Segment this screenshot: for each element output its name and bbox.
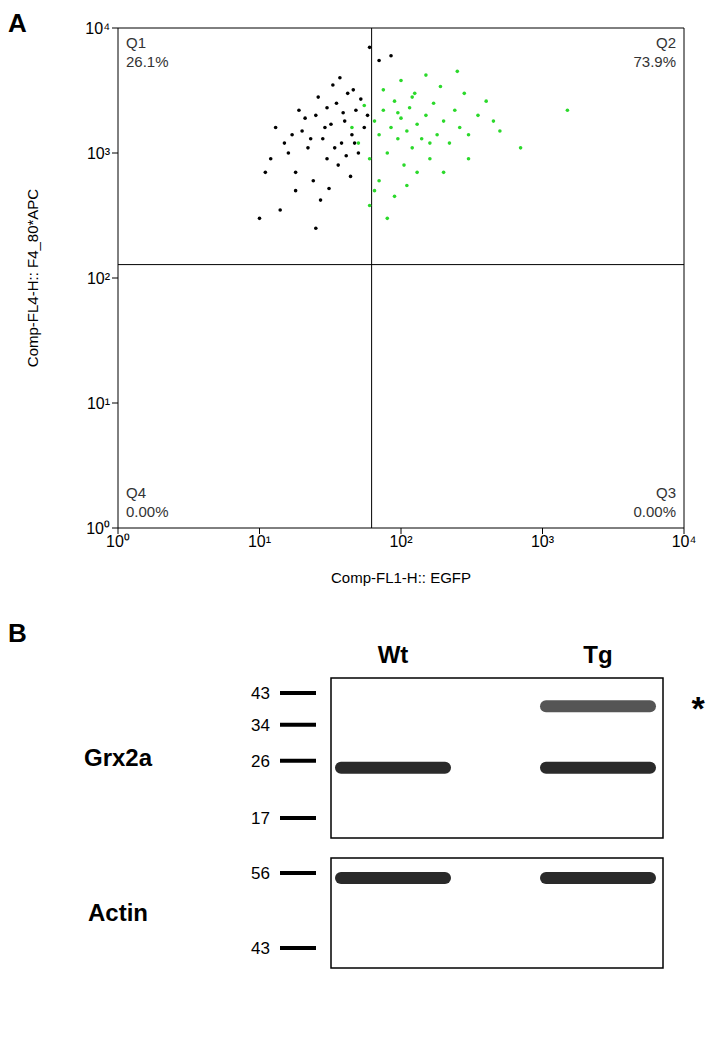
svg-text:Q3: Q3 <box>656 484 676 501</box>
svg-text:43: 43 <box>251 939 270 958</box>
svg-text:10⁴: 10⁴ <box>85 20 110 37</box>
svg-text:10¹: 10¹ <box>87 395 110 412</box>
svg-text:10²: 10² <box>87 270 111 287</box>
svg-text:10²: 10² <box>389 533 413 550</box>
svg-text:43: 43 <box>251 684 270 703</box>
svg-text:34: 34 <box>251 716 270 735</box>
svg-text:56: 56 <box>251 864 270 883</box>
svg-text:*: * <box>691 689 705 727</box>
svg-text:Grx2a: Grx2a <box>84 744 153 771</box>
svg-text:Actin: Actin <box>88 899 148 926</box>
html-text:A: A <box>8 8 27 38</box>
svg-text:10⁰: 10⁰ <box>106 533 130 551</box>
svg-text:Tg: Tg <box>583 641 612 668</box>
svg-text:Q2: Q2 <box>656 34 676 51</box>
svg-text:10⁴: 10⁴ <box>672 533 697 550</box>
svg-text:Comp-FL1-H:: EGFP: Comp-FL1-H:: EGFP <box>331 569 471 586</box>
svg-text:0.00%: 0.00% <box>126 503 169 520</box>
svg-text:Q4: Q4 <box>126 484 146 501</box>
svg-text:17: 17 <box>251 809 270 828</box>
svg-text:26: 26 <box>251 752 270 771</box>
svg-text:10³: 10³ <box>87 145 111 162</box>
svg-text:10⁰: 10⁰ <box>86 520 110 537</box>
svg-text:Q1: Q1 <box>126 34 146 51</box>
svg-text:0.00%: 0.00% <box>633 503 676 520</box>
svg-text:Wt: Wt <box>378 641 409 668</box>
svg-text:73.9%: 73.9% <box>633 53 676 70</box>
svg-text:26.1%: 26.1% <box>126 53 169 70</box>
svg-text:10¹: 10¹ <box>248 533 271 550</box>
svg-text:Comp-FL4-H:: F4_80*APC: Comp-FL4-H:: F4_80*APC <box>24 189 41 368</box>
svg-text:B: B <box>8 618 27 648</box>
svg-text:10³: 10³ <box>531 533 555 550</box>
